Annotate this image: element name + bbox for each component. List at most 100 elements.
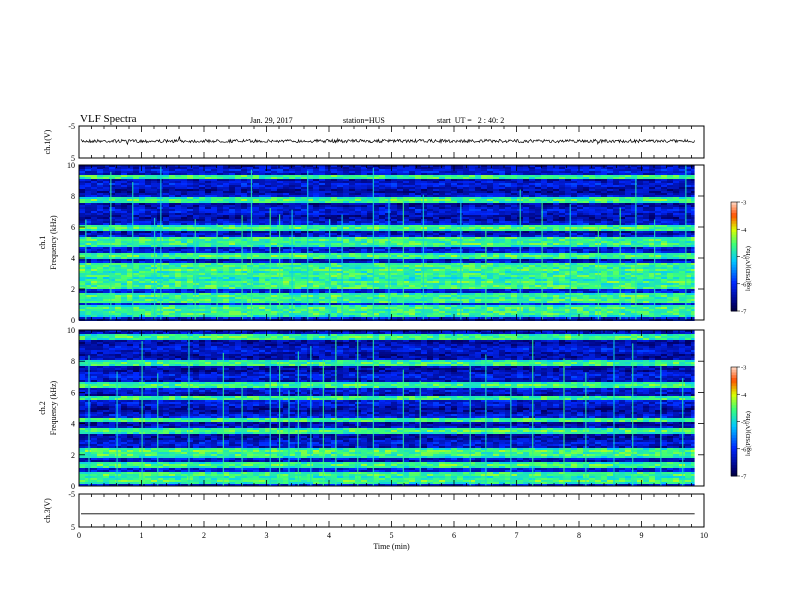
spectrogram-cell: [121, 253, 127, 255]
spectrogram-cell: [223, 239, 229, 241]
spectrogram-cell: [103, 257, 109, 259]
spectrogram-cell: [373, 187, 379, 189]
spectrogram-cell: [649, 253, 655, 255]
spectrogram-cell: [499, 207, 505, 209]
spectrogram-cell: [259, 237, 265, 239]
spectrogram-cell: [349, 249, 355, 251]
spectrogram-cell: [577, 183, 583, 185]
spectrogram-cell: [565, 245, 571, 247]
spectrogram-cell: [265, 211, 271, 213]
spectrogram-cell: [391, 257, 397, 259]
spectrogram-cell: [313, 241, 319, 243]
spectrogram-cell: [265, 199, 271, 201]
spectrogram-cell: [247, 183, 253, 185]
spectrogram-cell: [349, 211, 355, 213]
spectrogram-cell: [325, 227, 331, 229]
spectrogram-cell: [199, 167, 205, 169]
spectrogram-cell: [445, 181, 451, 183]
spectrogram-cell: [583, 165, 589, 167]
spectrogram-cell: [457, 229, 463, 231]
spectrogram-cell: [265, 221, 271, 223]
spectrogram-cell: [487, 231, 493, 233]
spectrogram-cell: [487, 169, 493, 171]
spectrogram-cell: [397, 211, 403, 213]
spectrogram-cell: [163, 245, 169, 247]
spectrogram-cell: [235, 181, 241, 183]
spectrogram-cell: [679, 169, 685, 171]
spectrogram-cell: [85, 175, 91, 177]
spectrogram-cell: [427, 187, 433, 189]
spectrogram-cell: [463, 211, 469, 213]
spectrogram-cell: [205, 219, 211, 221]
spectrogram-cell: [487, 257, 493, 259]
spectrogram-cell: [157, 253, 163, 255]
spectrogram-cell: [349, 181, 355, 183]
spectrogram-cell: [193, 165, 199, 167]
spectrogram-cell: [391, 243, 397, 245]
spectrogram-cell: [529, 173, 535, 175]
spectrogram-cell: [157, 165, 163, 167]
spectrogram-cell: [289, 197, 295, 199]
spectrogram-cell: [385, 255, 391, 257]
spectrogram-cell: [499, 241, 505, 243]
spectrogram-cell: [421, 245, 427, 247]
spectrogram-cell: [259, 249, 265, 251]
spectrogram-cell: [385, 213, 391, 215]
spectrogram-cell: [601, 251, 607, 253]
spectrogram-cell: [499, 247, 505, 249]
spectrogram-cell: [667, 237, 673, 239]
spectrogram-cell: [133, 201, 139, 203]
spectrogram-cell: [361, 199, 367, 201]
spectrogram-cell: [505, 187, 511, 189]
spectrogram-cell: [487, 237, 493, 239]
spectrogram-cell: [433, 247, 439, 249]
spectrogram-cell: [397, 235, 403, 237]
spectrogram-cell: [295, 251, 301, 253]
spectrogram-cell: [679, 235, 685, 237]
spectrogram-cell: [601, 211, 607, 213]
spectrogram-cell: [529, 229, 535, 231]
spectrogram-cell: [565, 217, 571, 219]
spectrogram-cell: [607, 221, 613, 223]
spectrogram-cell: [199, 243, 205, 245]
spectrogram-cell: [307, 257, 313, 259]
spectrogram-cell: [337, 219, 343, 221]
spectrogram-cell: [79, 213, 85, 215]
spectrogram-cell: [385, 253, 391, 255]
spectrogram-cell: [655, 203, 661, 205]
spectrogram-cell: [193, 257, 199, 259]
spectrogram-cell: [349, 209, 355, 211]
spectrogram-cell: [247, 227, 253, 229]
spectrogram-cell: [235, 237, 241, 239]
spectrogram-cell: [613, 179, 619, 181]
spectrogram-cell: [355, 195, 361, 197]
spectrogram-cell: [433, 191, 439, 193]
spectrogram-cell: [253, 223, 259, 225]
spectrogram-cell: [259, 179, 265, 181]
spectrogram-cell: [625, 249, 631, 251]
spectrogram-cell: [313, 171, 319, 173]
spectrogram-cell: [457, 213, 463, 215]
spectrogram-cell: [475, 229, 481, 231]
spectrogram-cell: [499, 221, 505, 223]
spectrogram-cell: [283, 219, 289, 221]
spectrogram-cell: [277, 207, 283, 209]
spectrogram-cell: [289, 203, 295, 205]
spectrogram-cell: [139, 177, 145, 179]
spectrogram-cell: [541, 251, 547, 253]
spectrogram-cell: [463, 197, 469, 199]
spectrogram-cell: [493, 241, 499, 243]
spectrogram-cell: [565, 251, 571, 253]
spectrogram-cell: [403, 235, 409, 237]
spectrogram-cell: [589, 203, 595, 205]
spectrogram-cell: [211, 259, 217, 261]
spectrogram-cell: [79, 253, 85, 255]
spectrogram-cell: [187, 241, 193, 243]
spectrogram-cell: [475, 199, 481, 201]
spectrogram-cell: [463, 251, 469, 253]
spectrogram-cell: [349, 231, 355, 233]
spectrogram-cell: [427, 235, 433, 237]
spectrogram-cell: [649, 245, 655, 247]
spectrogram-cell: [265, 171, 271, 173]
spectrogram-cell: [379, 225, 385, 227]
